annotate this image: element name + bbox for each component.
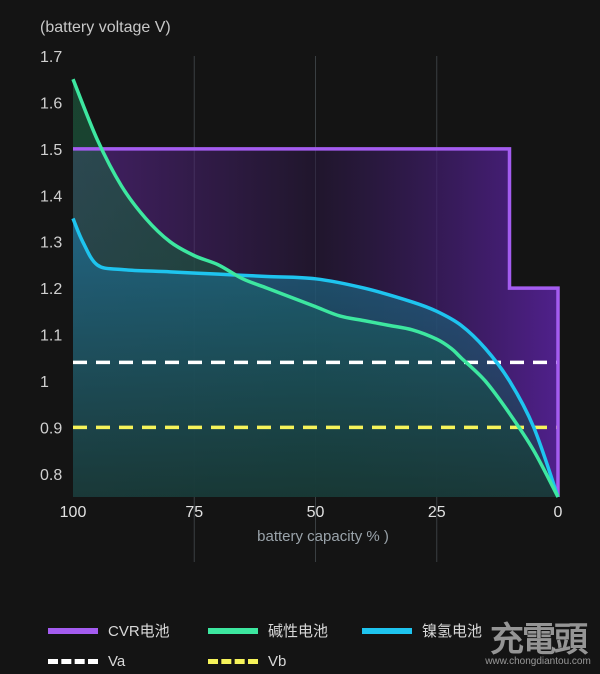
y-tick-label: 1.3 <box>40 235 62 252</box>
y-tick-label: 1.2 <box>40 281 62 298</box>
x-tick-labels: 100 75 50 25 0 <box>60 504 563 521</box>
y-tick-label: 1.7 <box>40 49 62 66</box>
y-tick-label: 1 <box>40 374 49 391</box>
y-tick-label: 1.6 <box>40 95 62 112</box>
x-tick-label: 0 <box>554 504 563 521</box>
series-lines <box>71 78 560 498</box>
x-tick-label: 25 <box>428 504 446 521</box>
y-axis-label: (battery voltage V) <box>40 19 171 36</box>
watermark-logo: 充電頭 www.chongdiantou.com <box>478 612 598 670</box>
y-tick-label: 1.1 <box>40 328 62 345</box>
x-axis-label: battery capacity % ) <box>257 528 389 545</box>
x-tick-label: 100 <box>60 504 87 521</box>
y-tick-labels: 1.7 1.6 1.5 1.4 1.3 1.2 1.1 1 0.9 0.8 <box>40 49 62 484</box>
x-tick-label: 75 <box>185 504 203 521</box>
watermark-brand: 充電頭 <box>490 620 588 660</box>
line-nimh <box>71 217 560 498</box>
y-tick-label: 0.8 <box>40 467 62 484</box>
line-alkaline <box>71 78 560 498</box>
y-tick-label: 1.5 <box>40 142 62 159</box>
y-tick-label: 0.9 <box>40 420 62 437</box>
x-tick-label: 50 <box>307 504 325 521</box>
line-cvr <box>73 147 560 497</box>
y-tick-label: 1.4 <box>40 188 62 205</box>
watermark-url: www.chongdiantou.com <box>485 656 591 667</box>
